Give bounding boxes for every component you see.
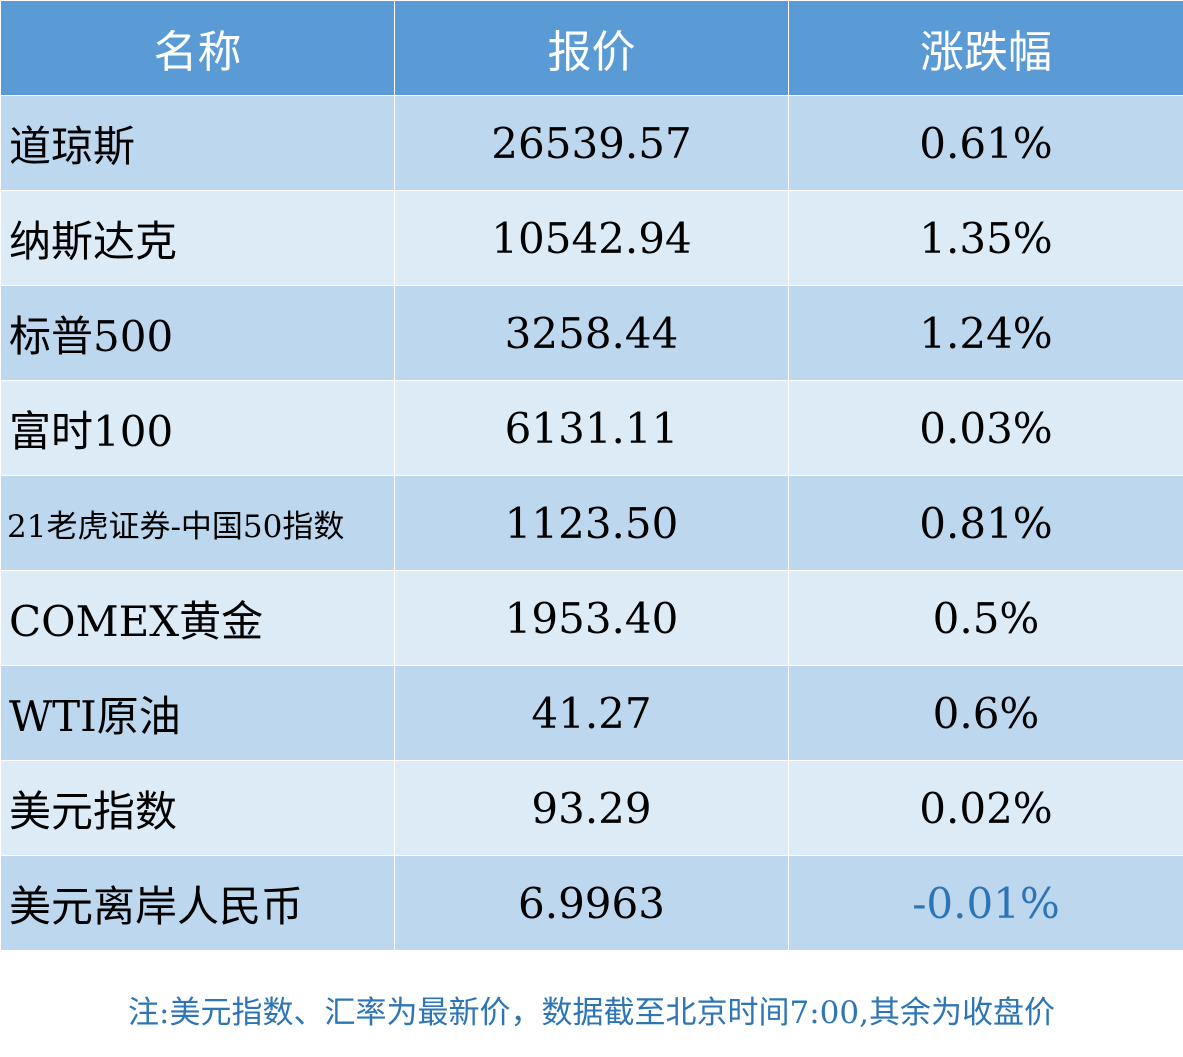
row-price: 10542.94 xyxy=(394,190,789,286)
row-change: 0.03% xyxy=(788,380,1183,476)
table-row: WTI原油 41.27 0.6% xyxy=(0,665,1183,761)
header-price: 报价 xyxy=(394,0,789,96)
row-change: 0.6% xyxy=(788,665,1183,761)
table-row: 21老虎证券-中国50指数 1123.50 0.81% xyxy=(0,475,1183,571)
row-price: 1123.50 xyxy=(394,475,789,571)
row-change: 1.35% xyxy=(788,190,1183,286)
row-price: 93.29 xyxy=(394,760,789,856)
row-change: 0.5% xyxy=(788,570,1183,666)
table-row: 美元指数 93.29 0.02% xyxy=(0,760,1183,856)
row-price: 3258.44 xyxy=(394,285,789,381)
row-name: 道琼斯 xyxy=(0,95,395,191)
row-change-negative: -0.01% xyxy=(788,855,1183,951)
row-price: 6131.11 xyxy=(394,380,789,476)
row-name: 美元离岸人民币 xyxy=(0,855,395,951)
row-name: 21老虎证券-中国50指数 xyxy=(0,475,395,571)
header-change: 涨跌幅 xyxy=(788,0,1183,96)
header-row: 名称 报价 涨跌幅 xyxy=(0,0,1183,96)
header-name: 名称 xyxy=(0,0,395,96)
row-name: 标普500 xyxy=(0,285,395,381)
table-row: 道琼斯 26539.57 0.61% xyxy=(0,95,1183,191)
row-change: 0.61% xyxy=(788,95,1183,191)
row-change: 0.02% xyxy=(788,760,1183,856)
table-row: 标普500 3258.44 1.24% xyxy=(0,285,1183,381)
row-price: 6.9963 xyxy=(394,855,789,951)
table-row: 纳斯达克 10542.94 1.35% xyxy=(0,190,1183,286)
row-name: WTI原油 xyxy=(0,665,395,761)
table-row: 美元离岸人民币 6.9963 -0.01% xyxy=(0,855,1183,951)
footnote: 注:美元指数、汇率为最新价，数据截至北京时间7:00,其余为收盘价 xyxy=(128,995,1055,1031)
table-row: 富时100 6131.11 0.03% xyxy=(0,380,1183,476)
row-price: 41.27 xyxy=(394,665,789,761)
row-price: 1953.40 xyxy=(394,570,789,666)
row-name: 纳斯达克 xyxy=(0,190,395,286)
row-name: COMEX黄金 xyxy=(0,570,395,666)
row-name: 富时100 xyxy=(0,380,395,476)
table-row: COMEX黄金 1953.40 0.5% xyxy=(0,570,1183,666)
row-price: 26539.57 xyxy=(394,95,789,191)
quotes-table: 名称 报价 涨跌幅 道琼斯 26539.57 0.61% 纳斯达克 10542.… xyxy=(0,0,1183,951)
row-change: 0.81% xyxy=(788,475,1183,571)
row-name: 美元指数 xyxy=(0,760,395,856)
row-change: 1.24% xyxy=(788,285,1183,381)
